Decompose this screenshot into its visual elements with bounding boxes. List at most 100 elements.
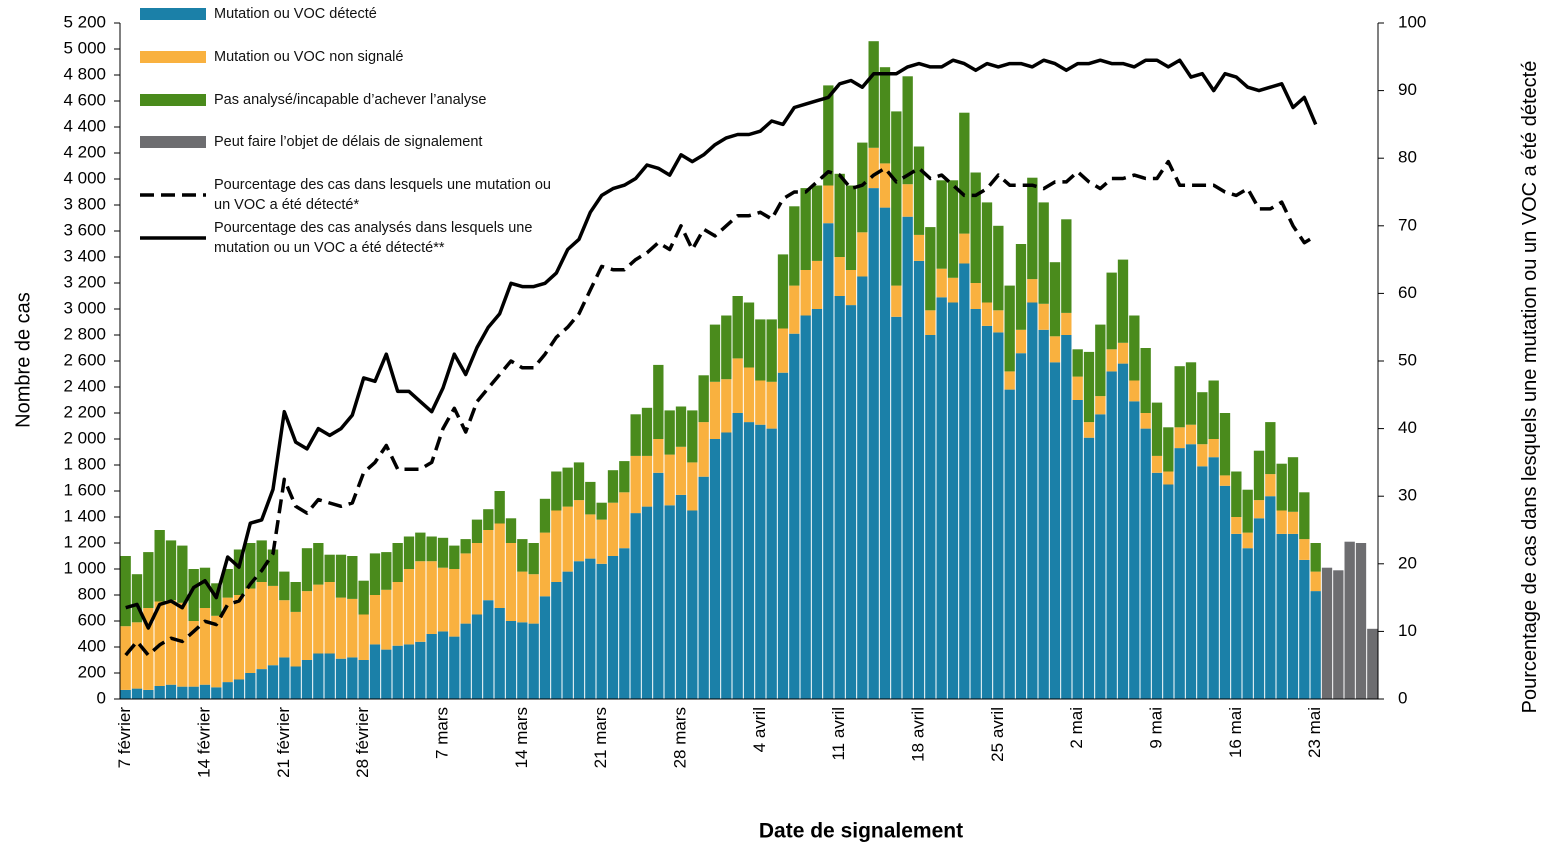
bar — [1299, 559, 1310, 699]
bar — [891, 316, 902, 699]
y-axis-title: Nombre de cas — [12, 292, 34, 428]
bar — [630, 455, 641, 514]
bar — [539, 532, 551, 597]
bar — [562, 506, 573, 572]
x-tick-label: 18 avril — [908, 707, 927, 762]
bar — [1276, 533, 1287, 699]
bar — [143, 689, 154, 699]
bar — [1163, 484, 1174, 699]
bar — [301, 591, 313, 660]
bar — [1265, 474, 1276, 497]
x-tick-label: 11 avril — [829, 707, 848, 761]
bar — [1140, 348, 1151, 413]
bar — [993, 332, 1004, 699]
bar — [188, 686, 199, 699]
bar — [1185, 362, 1197, 425]
bar — [1253, 518, 1265, 699]
y-tick-label: 3 600 — [63, 220, 106, 239]
bar — [471, 543, 483, 615]
bar — [596, 502, 607, 520]
bar — [868, 147, 879, 189]
y-tick-label: 4 600 — [63, 90, 106, 109]
bar — [256, 582, 267, 670]
bar — [494, 608, 505, 699]
bar — [913, 146, 925, 235]
bar — [335, 597, 347, 659]
bar — [709, 439, 721, 699]
bar — [290, 611, 301, 667]
bar — [517, 571, 528, 623]
bar — [1242, 532, 1253, 549]
bar — [959, 112, 970, 234]
bar — [902, 76, 913, 185]
bar — [415, 561, 426, 642]
bar — [1367, 628, 1378, 699]
bar — [460, 539, 471, 554]
x-tick-label: 7 mars — [432, 707, 451, 759]
bar — [279, 657, 290, 699]
y-tick-label: 1 200 — [63, 532, 106, 551]
bar — [1219, 475, 1231, 486]
bar — [981, 202, 993, 303]
bar — [517, 622, 528, 699]
bar — [437, 631, 449, 699]
bar — [1321, 567, 1333, 699]
bar — [256, 540, 267, 582]
x-tick-label: 25 avril — [988, 707, 1007, 762]
bar — [585, 514, 596, 559]
x-tick-label: 16 mai — [1226, 707, 1245, 758]
y-tick-label: 5 000 — [63, 38, 106, 57]
bar — [596, 519, 607, 564]
x-tick-label: 9 mai — [1146, 707, 1165, 749]
bar — [993, 225, 1004, 311]
bar — [1038, 329, 1049, 699]
bar — [392, 543, 403, 582]
bar — [675, 406, 687, 447]
bar — [1333, 570, 1344, 699]
bar — [539, 596, 551, 699]
bar — [834, 296, 845, 699]
y-tick-label: 1 800 — [63, 454, 106, 473]
bar — [857, 232, 868, 277]
bar — [641, 407, 653, 456]
bar — [585, 481, 596, 515]
bar — [789, 206, 800, 286]
bar — [607, 556, 619, 699]
x-tick-label: 2 mai — [1067, 707, 1086, 749]
bar — [415, 532, 426, 562]
bar — [562, 571, 573, 699]
bar — [959, 263, 970, 699]
bar — [1310, 591, 1321, 699]
x-tick-label: 23 mai — [1305, 707, 1324, 758]
bar — [1265, 496, 1276, 699]
bar — [1185, 444, 1197, 699]
bar — [1185, 424, 1197, 445]
bar — [1129, 315, 1140, 381]
bar — [381, 589, 392, 650]
bar — [709, 324, 721, 382]
bar — [120, 626, 131, 690]
legend-swatch — [140, 94, 206, 106]
bar — [403, 536, 415, 569]
bar — [1061, 219, 1072, 313]
bar — [335, 554, 347, 598]
bar — [1242, 489, 1253, 533]
x-tick-label: 28 mars — [670, 707, 689, 768]
bar — [392, 582, 403, 646]
bar — [936, 268, 947, 298]
bar — [494, 491, 505, 524]
bar — [777, 372, 789, 699]
bar — [947, 180, 959, 278]
bar — [505, 518, 517, 543]
bar — [211, 687, 222, 699]
bar — [1253, 450, 1265, 501]
bar — [267, 549, 279, 586]
bar — [528, 574, 539, 624]
bar — [245, 543, 256, 589]
bar — [755, 319, 766, 381]
bar — [313, 543, 324, 585]
bar — [709, 381, 721, 439]
bar — [607, 470, 619, 503]
x-axis-title: Date de signalement — [759, 820, 963, 843]
y-tick-label: 4 800 — [63, 64, 106, 83]
